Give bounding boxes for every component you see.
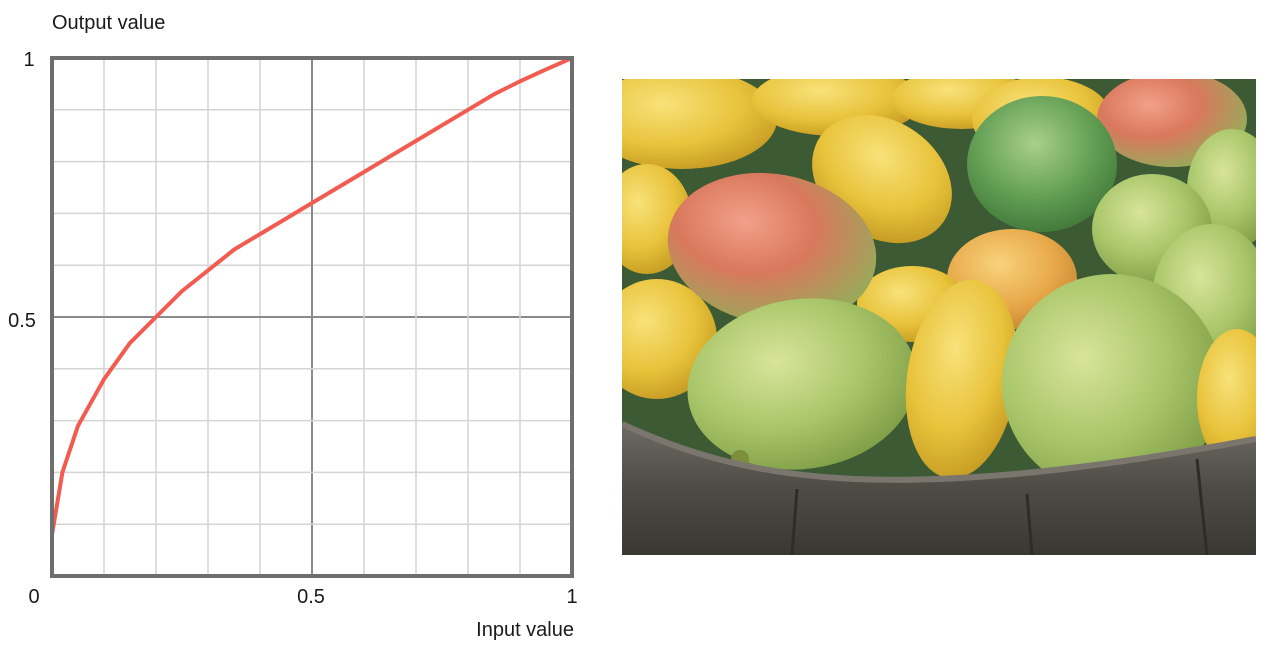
- grid: [52, 58, 572, 576]
- x-tick-label: 1: [566, 586, 577, 608]
- mangoes-in-basket-photo: [622, 79, 1256, 555]
- x-tick-label: 0: [28, 586, 39, 608]
- x-tick-label: 0.5: [297, 586, 325, 608]
- plot-frame: [50, 56, 574, 578]
- y-tick-label: 1: [23, 49, 34, 71]
- curve-chart: Output value Input value 1 0.5 0 0.5 1: [8, 12, 577, 641]
- x-axis-label: Input value: [476, 619, 574, 641]
- curve-line: [50, 56, 574, 537]
- y-axis-label: Output value: [52, 12, 165, 34]
- y-tick-label: 0.5: [8, 310, 36, 332]
